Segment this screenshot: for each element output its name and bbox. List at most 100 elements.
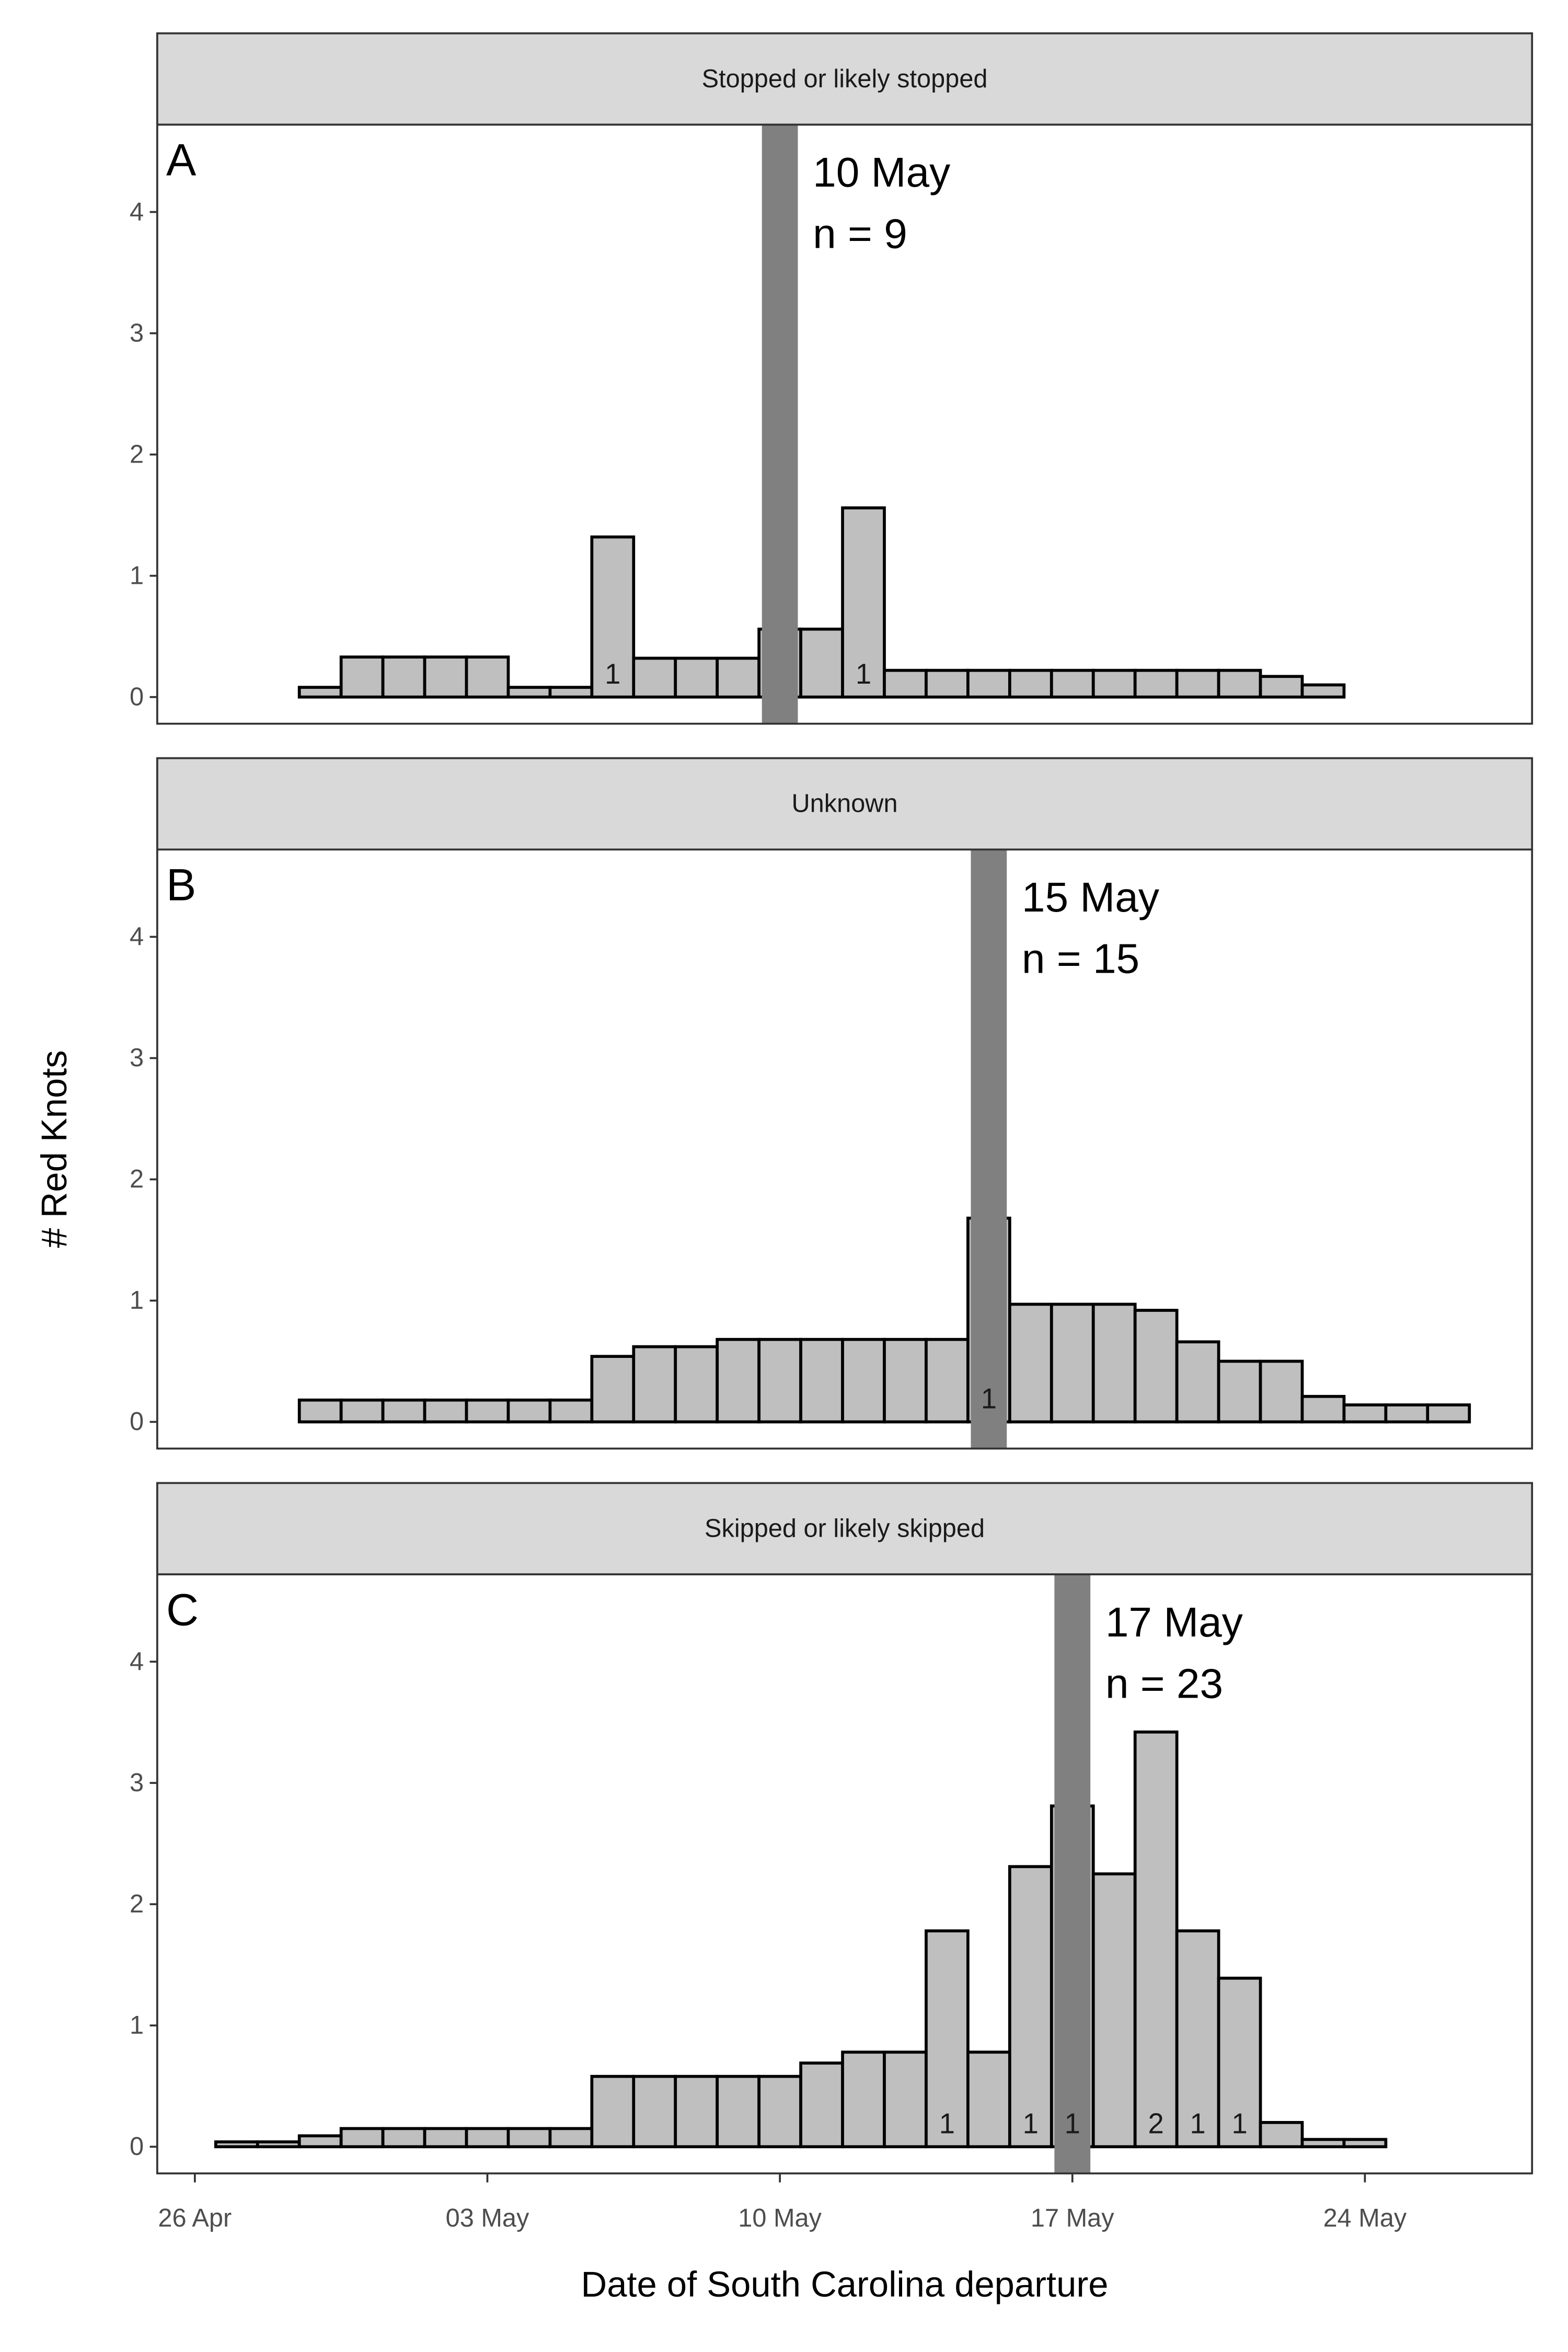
bar	[1342, 2138, 1388, 2149]
bar	[632, 1345, 677, 1424]
y-tick-label: 3	[130, 1769, 144, 1797]
bar	[1300, 1394, 1346, 1424]
bar-label: 1	[605, 658, 620, 690]
panel-border	[156, 848, 1534, 1450]
strip-title: Unknown	[792, 790, 898, 818]
y-tick-label: 4	[130, 923, 144, 951]
median-line	[1054, 1574, 1091, 2174]
bar	[339, 2127, 385, 2149]
y-tick-label: 1	[130, 1286, 144, 1315]
bar	[674, 1345, 719, 1424]
bar	[674, 2074, 719, 2149]
bar	[1217, 1976, 1262, 2149]
bar	[548, 2127, 594, 2149]
bar	[590, 1355, 636, 1424]
bar	[339, 655, 385, 699]
y-tick-label: 4	[130, 198, 144, 226]
bar	[423, 655, 468, 699]
strip	[156, 1482, 1534, 1576]
bar	[1133, 668, 1179, 699]
x-tick-label: 03 May	[446, 2204, 529, 2232]
median-label: 10 May	[813, 148, 950, 195]
median-line	[762, 124, 798, 724]
y-tick-label: 3	[130, 319, 144, 347]
bar	[590, 2074, 636, 2149]
bar	[1008, 1865, 1053, 2149]
bar	[799, 627, 844, 699]
bar	[214, 2140, 259, 2149]
bar	[256, 2140, 301, 2149]
bar	[423, 2127, 468, 2149]
bar	[1259, 2120, 1304, 2149]
bar	[841, 2050, 886, 2149]
bar	[1133, 1730, 1179, 2149]
bar	[1217, 1359, 1262, 1424]
y-tick-label: 2	[130, 1890, 144, 1918]
bar	[297, 2134, 343, 2149]
bar	[1050, 668, 1095, 699]
bar	[799, 1338, 844, 1424]
bar-label: 1	[856, 658, 871, 690]
bar	[506, 2127, 552, 2149]
bar	[1091, 1302, 1137, 1424]
y-tick-label: 3	[130, 1044, 144, 1072]
bar	[1175, 1340, 1220, 1424]
y-tick-label: 1	[130, 2011, 144, 2039]
bar	[841, 1338, 886, 1424]
x-tick-label: 17 May	[1031, 2204, 1114, 2232]
y-tick-label: 2	[130, 440, 144, 468]
bar	[883, 668, 928, 699]
strip-title: Stopped or likely stopped	[702, 65, 988, 93]
bar	[1008, 1302, 1053, 1424]
bar	[297, 1398, 343, 1424]
bar-label: 2	[1148, 2108, 1164, 2140]
y-tick-label: 2	[130, 1165, 144, 1193]
panel-label: B	[166, 860, 196, 910]
bar	[465, 655, 510, 699]
bar	[841, 506, 886, 699]
bar	[1175, 1929, 1220, 2149]
n-label: n = 23	[1105, 1659, 1223, 1707]
x-tick-label: 24 May	[1323, 2204, 1407, 2232]
bar	[465, 2127, 510, 2149]
bar-label: 1	[981, 1383, 997, 1415]
bar	[465, 1398, 510, 1424]
bar	[966, 668, 1011, 699]
bar	[757, 2074, 802, 2149]
bar-label: 1	[1065, 2108, 1080, 2140]
y-tick-label: 0	[130, 2132, 144, 2161]
bar-label: 1	[939, 2108, 955, 2140]
bar	[1217, 668, 1262, 699]
bar	[883, 2050, 928, 2149]
bar	[506, 686, 552, 699]
bar	[674, 656, 719, 699]
panel-label: C	[166, 1585, 199, 1635]
bar	[632, 656, 677, 699]
bar	[506, 1398, 552, 1424]
bar	[548, 1398, 594, 1424]
x-axis-title: Date of South Carolina departure	[581, 2264, 1109, 2304]
bar	[590, 535, 636, 699]
n-label: n = 15	[1022, 935, 1139, 982]
panel-border	[156, 123, 1534, 725]
strip-title: Skipped or likely skipped	[705, 1515, 985, 1543]
bar	[925, 1929, 970, 2149]
median-line	[971, 849, 1007, 1449]
bar	[883, 1338, 928, 1424]
bar	[1091, 668, 1137, 699]
median-label: 15 May	[1022, 873, 1159, 920]
bar	[1008, 668, 1053, 699]
bar	[1050, 1302, 1095, 1424]
panel-label: A	[166, 135, 197, 186]
bar	[1259, 675, 1304, 699]
bar	[381, 655, 426, 699]
bar	[1384, 1403, 1429, 1424]
strip	[156, 757, 1534, 851]
y-tick-label: 0	[130, 1408, 144, 1436]
bar-label: 1	[1231, 2108, 1247, 2140]
y-tick-label: 1	[130, 561, 144, 590]
x-tick-label: 10 May	[738, 2204, 822, 2232]
bar	[966, 2050, 1011, 2149]
